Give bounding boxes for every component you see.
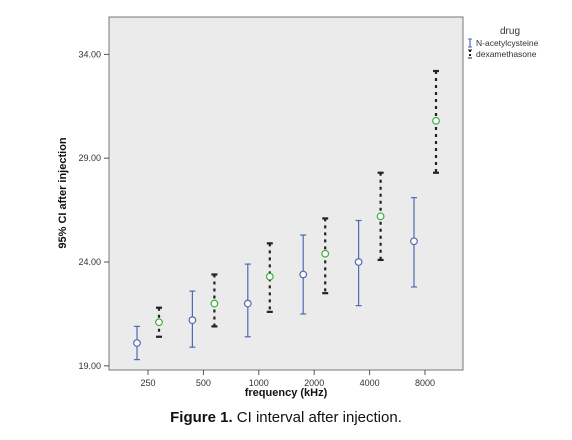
mean-marker <box>265 272 274 281</box>
y-tick-label: 34.00 <box>78 49 101 59</box>
plot-area <box>108 16 464 371</box>
mean-marker <box>210 299 219 308</box>
y-axis-label: 95% CI after injection <box>57 137 69 249</box>
x-tick-label: 2000 <box>304 378 324 388</box>
x-axis-label: frequency (kHz) <box>245 387 328 399</box>
x-tick-label: 4000 <box>360 378 380 388</box>
mean-marker <box>432 116 440 125</box>
mean-marker <box>155 318 163 327</box>
x-axis: 250 500 1000 2000 4000 8000 <box>140 370 435 388</box>
caption-label: Figure 1. <box>170 409 233 426</box>
legend-label: dexamethasone <box>476 49 537 59</box>
mean-marker <box>188 316 197 325</box>
legend-label: N-acetylcysteine <box>476 38 539 48</box>
mean-marker <box>321 249 330 258</box>
mean-marker <box>410 237 418 246</box>
x-tick-label: 500 <box>196 378 211 388</box>
mean-marker <box>243 299 252 308</box>
x-tick-label: 250 <box>140 378 155 388</box>
x-tick-label: 8000 <box>415 378 435 388</box>
figure-caption: Figure 1. CI interval after injection. <box>0 409 572 426</box>
y-axis: 19.00 24.00 29.00 34.00 <box>78 49 109 371</box>
y-tick-label: 24.00 <box>78 257 101 267</box>
series-n-acetylcysteine <box>133 197 418 361</box>
mean-marker <box>133 339 141 347</box>
mean-marker <box>299 270 308 279</box>
y-tick-label: 29.00 <box>78 153 101 163</box>
chart-marks <box>133 69 440 361</box>
x-tick-label: 1000 <box>249 378 269 388</box>
y-tick-label: 19.00 <box>78 361 101 371</box>
caption-text: CI interval after injection. <box>232 409 402 426</box>
error-bar-chart: 19.00 24.00 29.00 34.00 250 500 1000 2000 4000 8… <box>57 16 539 399</box>
series-dexamethasone <box>155 69 440 338</box>
legend-title: drug <box>500 26 520 37</box>
mean-marker <box>376 212 385 221</box>
mean-marker <box>354 258 363 266</box>
